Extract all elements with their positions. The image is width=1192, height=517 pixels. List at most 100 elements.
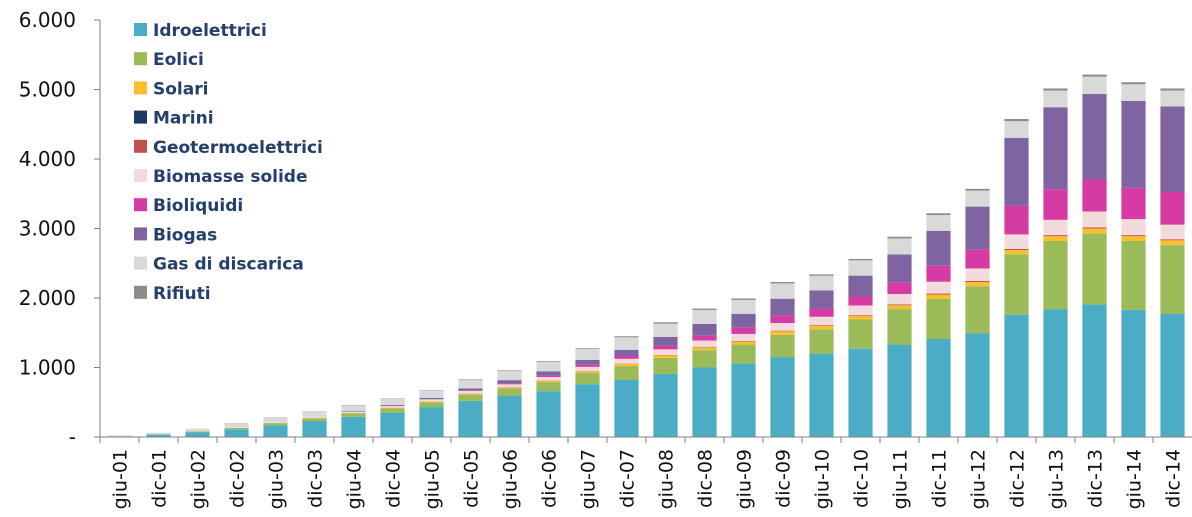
bar-segment (848, 258, 873, 261)
bar-segment (731, 327, 756, 334)
bar-segment (1004, 254, 1029, 315)
bar-segment (770, 357, 795, 437)
bar-segment (965, 280, 990, 283)
bar-segment (575, 348, 600, 349)
bar-segment (1160, 106, 1185, 193)
bar-segment (458, 388, 483, 391)
bar-segment (458, 380, 483, 389)
bar-segment (1043, 241, 1068, 310)
bar-segment (1121, 236, 1146, 242)
bar-segment (1121, 187, 1146, 220)
bar-segment (653, 345, 678, 350)
bar-segment (497, 388, 522, 396)
legend-swatch (134, 52, 147, 66)
bar-segment (653, 349, 678, 355)
legend-label: Idroelettrici (153, 21, 267, 41)
bar-segment (380, 407, 405, 409)
bar-segment (1121, 309, 1146, 437)
legend-swatch (134, 256, 147, 270)
bar-segment (224, 427, 249, 428)
x-tick-label: dic-05 (461, 449, 483, 508)
bar-segment (965, 333, 990, 437)
bar-segment (419, 407, 444, 437)
x-tick-label: giu-14 (1124, 449, 1146, 509)
bar-segment (965, 282, 990, 287)
bar-segment (497, 383, 522, 385)
x-tick-label: giu-05 (422, 449, 444, 509)
bar-segment (887, 305, 912, 310)
bar-segment (1121, 241, 1146, 310)
bar-segment (1082, 74, 1107, 77)
bar-segment (770, 323, 795, 331)
bar-segment (1043, 219, 1068, 236)
bar-segment (926, 213, 951, 216)
y-tick-label: 6.000 (19, 8, 76, 32)
bar-segment (731, 333, 756, 341)
x-tick-label: dic-02 (227, 449, 249, 508)
bar-segment (1160, 88, 1185, 91)
bar-segment (575, 364, 600, 367)
x-tick-label: dic-10 (851, 449, 873, 508)
bar-segment (1082, 211, 1107, 228)
bar-segment (809, 274, 834, 276)
bar-segment (575, 366, 600, 372)
x-tick-label: giu-03 (266, 449, 288, 509)
bar-segment (1004, 314, 1029, 437)
x-tick-label: giu-04 (344, 449, 366, 509)
bar-segment (224, 427, 249, 430)
bar-segment (1160, 90, 1185, 107)
bar-segment (1043, 88, 1068, 91)
bar-segment (965, 190, 990, 207)
bar-segment (692, 309, 717, 324)
bar-segment (1043, 90, 1068, 108)
bar-segment (1121, 82, 1146, 85)
bar-segment (1043, 235, 1068, 237)
bar-segment (263, 423, 288, 426)
bar-segment (926, 293, 951, 295)
legend-label: Rifiuti (153, 284, 211, 304)
bar-segment (770, 283, 795, 299)
bar-segment (692, 335, 717, 341)
bar-segment (770, 298, 795, 316)
bar-segment (692, 367, 717, 437)
bar-segment (731, 299, 756, 314)
bar-segment (653, 357, 678, 374)
bars-area (107, 74, 1185, 437)
x-tick-label: giu-13 (1046, 449, 1068, 509)
bar-segment (770, 334, 795, 358)
bar-segment (692, 347, 717, 351)
bar-segment (614, 358, 639, 364)
bar-segment (263, 422, 288, 423)
bar-segment (497, 384, 522, 388)
bar-segment (926, 281, 951, 294)
x-tick-label: dic-14 (1163, 449, 1185, 508)
bar-segment (575, 384, 600, 437)
legend-swatch (134, 139, 147, 153)
y-tick-label: 1.000 (19, 356, 76, 380)
bar-segment (497, 380, 522, 384)
bar-segment (380, 404, 405, 406)
bar-segment (848, 316, 873, 320)
legend-label: Bioliquidi (153, 196, 243, 216)
bar-segment (887, 309, 912, 345)
bar-segment (653, 373, 678, 437)
bar-segment (887, 254, 912, 283)
bar-segment (1082, 94, 1107, 180)
legend-swatch (134, 169, 147, 182)
x-tick-label: dic-09 (773, 449, 795, 508)
bar-segment (692, 323, 717, 336)
bar-segment (809, 316, 834, 326)
legend-label: Gas di discarica (153, 255, 304, 275)
bar-segment (536, 371, 561, 376)
bar-segment (614, 336, 639, 338)
bar-segment (1043, 236, 1068, 242)
x-tick-label: dic-01 (149, 449, 171, 508)
bar-segment (419, 390, 444, 398)
bar-segment (536, 380, 561, 383)
bar-segment (848, 275, 873, 297)
legend-label: Geotermoelettrici (153, 138, 323, 158)
bar-segment (341, 405, 366, 411)
x-tick-label: giu-10 (812, 449, 834, 509)
bar-segment (809, 329, 834, 354)
